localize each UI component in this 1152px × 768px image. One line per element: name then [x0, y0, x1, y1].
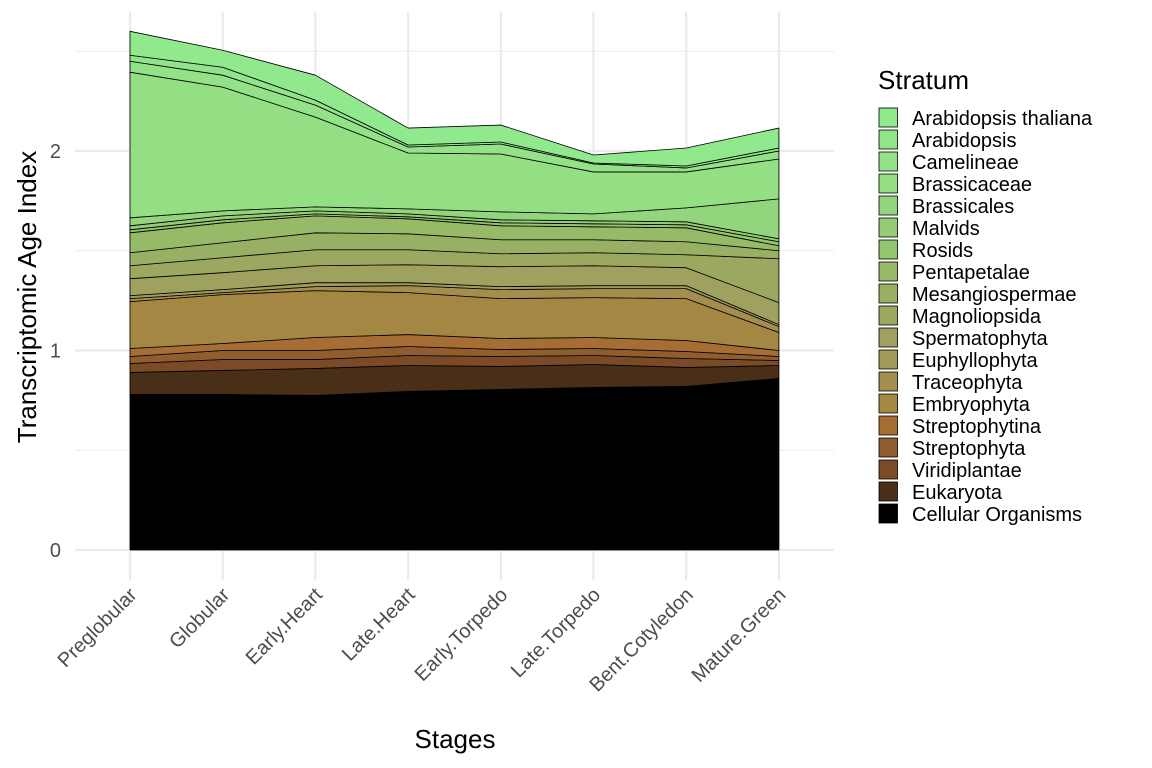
legend-label: Camelineae [912, 152, 1019, 174]
legend-label: Arabidopsis thaliana [912, 108, 1093, 130]
legend-title: Stratum [878, 65, 969, 95]
legend-label: Rosids [912, 240, 973, 262]
area-layers [129, 30, 780, 551]
x-tick-label: Late.Heart [338, 584, 420, 666]
y-axis-ticks: 0 1 2 [50, 141, 61, 562]
legend: Stratum Arabidopsis thalianaArabidopsisC… [878, 65, 1093, 526]
legend-label: Brassicaceae [912, 174, 1032, 196]
legend-label: Mesangiospermae [912, 284, 1077, 306]
legend-swatch [878, 261, 898, 282]
legend-label: Streptophyta [912, 438, 1026, 460]
legend-swatch [878, 481, 898, 502]
legend-swatch [878, 107, 898, 128]
legend-swatch [878, 283, 898, 304]
x-tick-label: Early.Heart [242, 584, 328, 670]
legend-swatch [878, 173, 898, 194]
x-tick-label: Late.Torpedo [507, 584, 605, 682]
y-axis-title: Transcriptomic Age Index [12, 151, 42, 443]
x-tick-label: Mature.Green [688, 584, 791, 687]
legend-label: Traceophyta [912, 372, 1023, 394]
legend-swatch [878, 327, 898, 348]
legend-swatch [878, 129, 898, 150]
legend-swatch [878, 305, 898, 326]
legend-swatch [878, 349, 898, 370]
area-arabidopsis-thaliana [129, 30, 780, 167]
legend-label: Streptophytina [912, 416, 1042, 438]
legend-swatch [878, 195, 898, 216]
legend-label: Spermatophyta [912, 328, 1049, 350]
x-tick-label: Early.Torpedo [411, 584, 513, 686]
legend-label: Brassicales [912, 196, 1014, 218]
legend-swatch [878, 503, 898, 524]
legend-label: Embryophyta [912, 394, 1031, 416]
legend-label: Euphyllophyta [912, 350, 1039, 372]
x-axis-ticks: Preglobular Globular Early.Heart Late.Heart… [54, 584, 791, 697]
legend-label: Eukaryota [912, 482, 1003, 504]
x-axis-title: Stages [415, 724, 496, 754]
legend-swatch [878, 371, 898, 392]
legend-swatch [878, 217, 898, 238]
y-tick-label: 2 [50, 141, 61, 163]
legend-swatch [878, 151, 898, 172]
legend-swatch [878, 415, 898, 436]
legend-label: Cellular Organisms [912, 504, 1082, 526]
legend-label: Arabidopsis [912, 130, 1017, 152]
legend-label: Pentapetalae [912, 262, 1030, 284]
legend-label: Magnoliopsida [912, 306, 1042, 328]
y-tick-label: 1 [50, 341, 61, 363]
legend-swatch [878, 459, 898, 480]
legend-swatch [878, 437, 898, 458]
legend-swatch [878, 393, 898, 414]
legend-label: Viridiplantae [912, 460, 1022, 482]
legend-label: Malvids [912, 218, 980, 240]
legend-swatch [878, 239, 898, 260]
x-tick-label: Preglobular [54, 584, 142, 672]
x-tick-label: Globular [165, 584, 234, 653]
area-cellular-organisms [129, 378, 780, 551]
y-tick-label: 0 [50, 540, 61, 562]
